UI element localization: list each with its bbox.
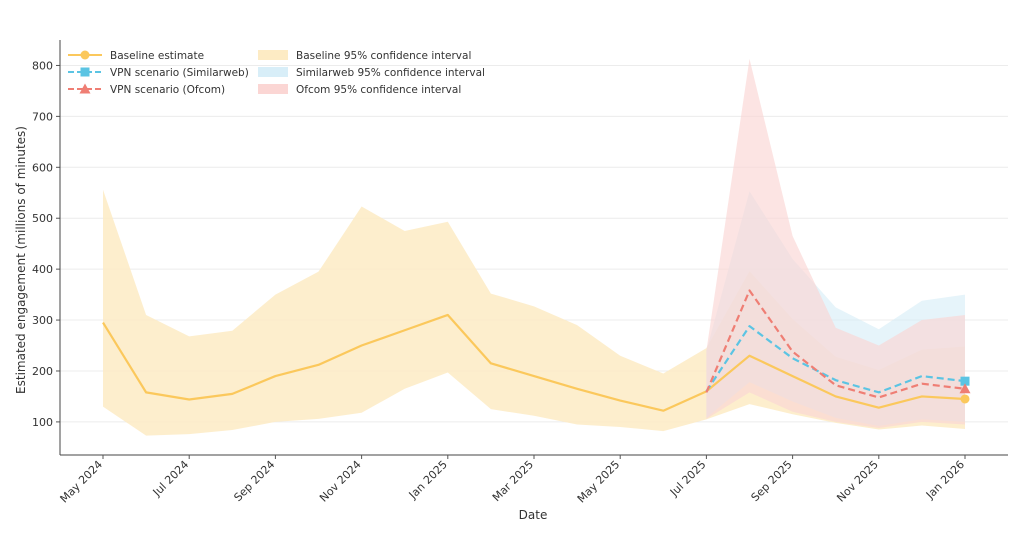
y-tick-label: 400 bbox=[32, 263, 53, 276]
data-point bbox=[959, 383, 971, 394]
legend-band-swatch bbox=[258, 67, 288, 77]
data-point bbox=[960, 394, 970, 404]
legend-marker bbox=[80, 50, 90, 60]
y-tick-label: 700 bbox=[32, 110, 53, 123]
legend-band-swatch bbox=[258, 50, 288, 60]
x-tick-label: Jul 2025 bbox=[667, 458, 709, 500]
y-tick-label: 300 bbox=[32, 314, 53, 327]
series-line bbox=[102, 313, 966, 412]
legend-label: Baseline estimate bbox=[110, 50, 204, 62]
y-axis-title: Estimated engagement (millions of minute… bbox=[14, 126, 28, 394]
legend-label: Baseline 95% confidence interval bbox=[296, 50, 471, 62]
x-tick-label: Nov 2025 bbox=[834, 458, 881, 505]
x-tick-label: Jul 2024 bbox=[150, 458, 192, 500]
legend-label: VPN scenario (Ofcom) bbox=[110, 84, 225, 96]
y-tick-label: 200 bbox=[32, 365, 53, 378]
y-tick-label: 800 bbox=[32, 59, 53, 72]
confidence-bands bbox=[103, 58, 965, 436]
series-line bbox=[705, 325, 966, 394]
x-tick-label: Sep 2025 bbox=[749, 458, 795, 504]
legend-marker bbox=[79, 83, 91, 94]
legend-band-swatch bbox=[258, 84, 288, 94]
x-tick-label: Nov 2024 bbox=[317, 458, 364, 505]
legend-label: Ofcom 95% confidence interval bbox=[296, 84, 461, 96]
axes: 100 200 300 400 500 600 700 800 May 2024 Jul 2024… bbox=[32, 40, 1008, 505]
x-tick-label: Sep 2024 bbox=[231, 458, 277, 504]
x-tick-label: Mar 2025 bbox=[490, 458, 536, 504]
series-line bbox=[705, 289, 966, 399]
legend-label: Similarweb 95% confidence interval bbox=[296, 67, 485, 79]
y-tick-label: 100 bbox=[32, 416, 53, 429]
confidence-band bbox=[706, 58, 965, 429]
y-tick-label: 500 bbox=[32, 212, 53, 225]
series-lines bbox=[102, 289, 971, 412]
x-axis-title: Date bbox=[519, 508, 548, 522]
legend-label: VPN scenario (Similarweb) bbox=[110, 67, 249, 79]
legend-marker bbox=[80, 67, 90, 77]
x-tick-label: Jan 2026 bbox=[923, 458, 967, 502]
y-tick-label: 600 bbox=[32, 161, 53, 174]
data-point bbox=[960, 376, 970, 386]
x-tick-label: Jan 2025 bbox=[406, 458, 450, 502]
x-tick-label: May 2025 bbox=[575, 458, 623, 506]
x-tick-label: May 2024 bbox=[58, 458, 106, 506]
legend: Baseline estimate Baseline 95% confidence… bbox=[68, 50, 485, 96]
